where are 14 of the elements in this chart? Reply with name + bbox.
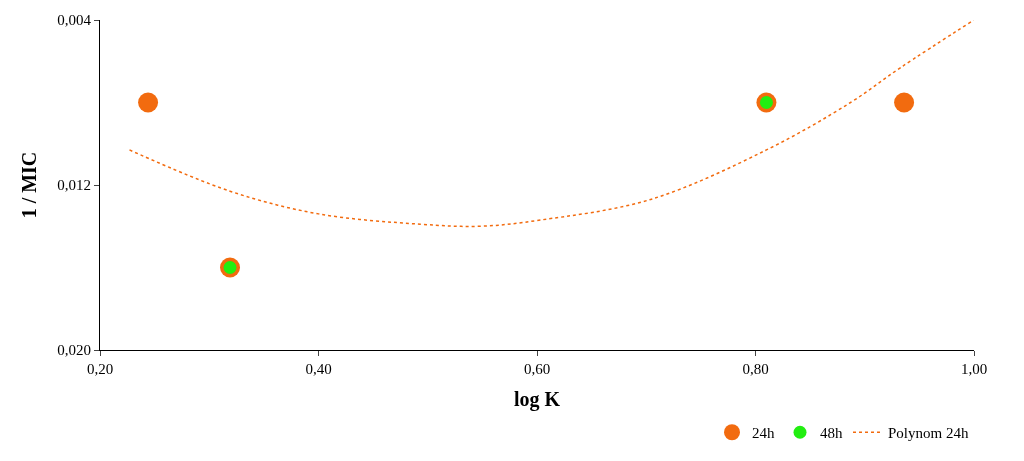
x-tick-label: 1,00 [960,361,988,377]
x-axis-title: log K [513,387,561,411]
y-tick-label: 0,012 [57,177,91,194]
line-series [128,20,974,228]
legend-label: Polynom 24h [888,425,969,442]
x-tick-label: 0,80 [742,361,769,377]
x-tick-label: 0,20 [86,361,114,377]
y-tick-label: 0,004 [57,12,92,29]
y-axis-title: 1 / MIC [17,151,40,219]
x-tick-label: 0,60 [523,361,551,377]
legend-label: 48h [820,425,843,442]
y-tick-label: 0,020 [57,342,91,359]
x-tick-label: 0,40 [305,361,332,377]
legend-label: 24h [752,425,775,442]
